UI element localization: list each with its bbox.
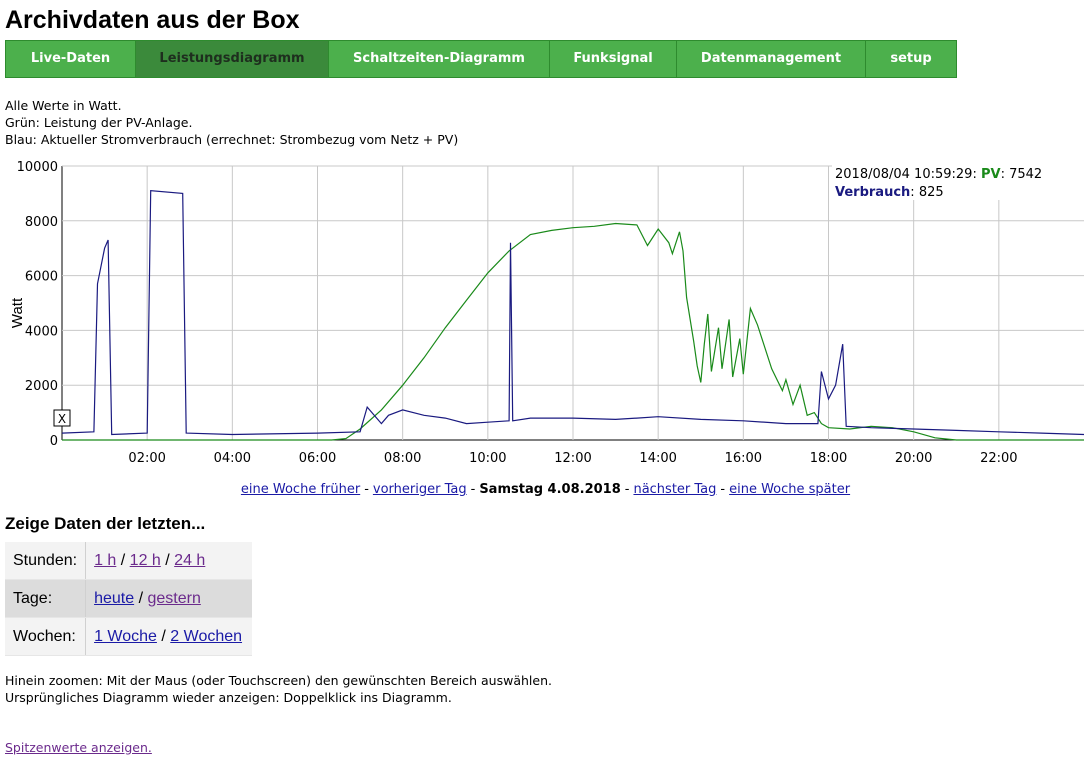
y-tick-label: 0	[50, 434, 58, 449]
tab-funksignal[interactable]: Funksignal	[550, 41, 677, 77]
tooltip-verbrauch-label: Verbrauch	[835, 185, 910, 200]
chart-tooltip: 2018/08/04 10:59:29: PV: 7542 Verbrauch:…	[832, 160, 1086, 200]
x-tick-label: 06:00	[299, 451, 336, 466]
tab-live-daten[interactable]: Live-Daten	[6, 41, 136, 77]
info-units: Alle Werte in Watt.	[5, 98, 122, 113]
tab-leistungsdiagramm[interactable]: Leistungsdiagramm	[136, 41, 329, 77]
y-axis-label: Watt	[9, 297, 26, 328]
reset-zoom-button[interactable]: X	[53, 409, 71, 427]
y-tick-label: 4000	[25, 324, 58, 339]
page-title: Archivdaten aus der Box	[5, 6, 300, 34]
reset-zoom-label: X	[58, 412, 66, 426]
range-heute-link[interactable]: heute	[94, 589, 135, 607]
power-chart[interactable]: 0 2000 4000 6000 8000 10000 02:00 04:00 06:00 08…	[0, 158, 1091, 473]
x-tick-label: 04:00	[214, 451, 251, 466]
tab-setup[interactable]: setup	[866, 41, 956, 77]
x-tick-label: 08:00	[384, 451, 421, 466]
y-tick-label: 10000	[17, 160, 58, 175]
week-back-link[interactable]: eine Woche früher	[240, 482, 361, 497]
y-tick-label: 6000	[25, 270, 58, 285]
tooltip-pv-value: 7542	[1009, 167, 1042, 182]
range-label-hours: Stunden:	[5, 542, 86, 580]
range-label-days: Tage:	[5, 579, 86, 618]
range-1-woche-link[interactable]: 1 Woche	[94, 627, 157, 645]
x-tick-label: 18:00	[810, 451, 847, 466]
prev-day-link[interactable]: vorheriger Tag	[372, 482, 467, 497]
day-navigation: eine Woche früher - vorheriger Tag - Samstag…	[240, 482, 851, 497]
y-tick-label: 8000	[25, 215, 58, 230]
y-tick-label: 2000	[25, 379, 58, 394]
x-tick-label: 02:00	[128, 451, 165, 466]
x-tick-label: 22:00	[980, 451, 1017, 466]
help-zoom: Hinein zoomen: Mit der Maus (oder Touchs…	[5, 673, 552, 688]
tooltip-time: 2018/08/04 10:59:29	[835, 167, 972, 182]
range-gestern-link[interactable]: gestern	[147, 589, 201, 607]
y-axis-ticks: 0 2000 4000 6000 8000 10000	[17, 160, 58, 449]
current-date: Samstag 4.08.2018	[479, 482, 621, 497]
x-tick-label: 12:00	[554, 451, 591, 466]
tab-datenmanagement[interactable]: Datenmanagement	[677, 41, 866, 77]
x-tick-label: 20:00	[895, 451, 932, 466]
chart-grid	[61, 165, 1084, 441]
peak-values-link[interactable]: Spitzenwerte anzeigen.	[5, 740, 152, 755]
week-forward-link[interactable]: eine Woche später	[729, 482, 851, 497]
range-1h-link[interactable]: 1 h	[94, 551, 117, 569]
series-line-pv	[62, 222, 1084, 441]
range-label-weeks: Wochen:	[5, 617, 86, 656]
info-green: Grün: Leistung der PV-Anlage.	[5, 115, 193, 130]
range-row-days: Tage: heute / gestern	[5, 579, 253, 618]
x-axis-ticks: 02:00 04:00 06:00 08:00 10:00 12:00 14:00 16:00…	[128, 451, 1017, 466]
svg-text:Verbrauch: 825: Verbrauch: 825	[835, 185, 944, 200]
range-12h-link[interactable]: 12 h	[129, 551, 161, 569]
tab-schaltzeiten-diagramm[interactable]: Schaltzeiten-Diagramm	[329, 41, 550, 77]
svg-text:2018/08/04 10:59:29: PV: 7542: 2018/08/04 10:59:29: PV: 7542	[835, 167, 1042, 182]
range-row-hours: Stunden: 1 h / 12 h / 24 h	[5, 542, 253, 580]
main-navigation: Live-Daten Leistungsdiagramm Schaltzeite…	[5, 40, 957, 78]
x-tick-label: 10:00	[469, 451, 506, 466]
range-table: Stunden: 1 h / 12 h / 24 h Tage: heute /…	[5, 542, 253, 656]
range-heading: Zeige Daten der letzten...	[5, 514, 206, 533]
range-24h-link[interactable]: 24 h	[174, 551, 206, 569]
x-tick-label: 14:00	[639, 451, 676, 466]
range-row-weeks: Wochen: 1 Woche / 2 Wochen	[5, 617, 253, 656]
next-day-link[interactable]: nächster Tag	[633, 482, 717, 497]
range-2-wochen-link[interactable]: 2 Wochen	[170, 627, 243, 645]
info-blue: Blau: Aktueller Stromverbrauch (errechne…	[5, 132, 459, 147]
series-line-verbrauch	[61, 190, 1085, 436]
tooltip-pv-label: PV	[981, 167, 1001, 182]
x-tick-label: 16:00	[725, 451, 762, 466]
help-reset: Ursprüngliches Diagramm wieder anzeigen:…	[5, 690, 452, 705]
tooltip-verbrauch-value: 825	[919, 185, 944, 200]
